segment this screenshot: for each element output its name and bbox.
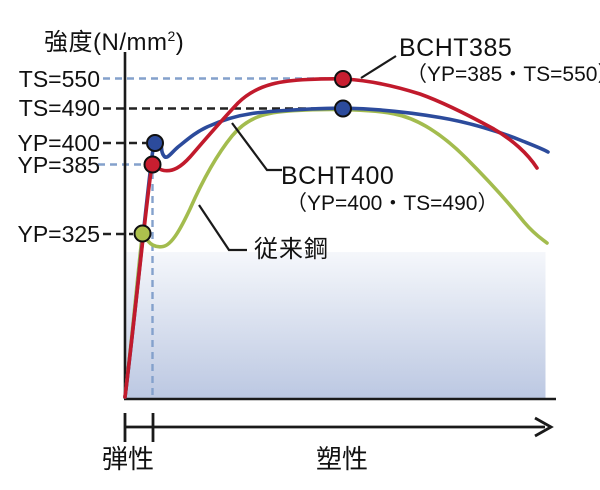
callout-bcht385	[360, 55, 397, 79]
tensile-strength-point-bcht385	[334, 70, 352, 88]
x-region-label-elastic: 弾性	[101, 444, 154, 474]
yield-point-bcht400	[146, 134, 164, 152]
y-axis-title-superscript: 2	[167, 28, 176, 44]
y-axis-title: 強度(N/mm2)	[44, 23, 184, 56]
series-spec-bcht385: （YP=385・TS=550）	[406, 63, 600, 86]
y-tick-yp385: YP=385	[17, 152, 101, 178]
y-tick-ts550: TS=550	[18, 66, 100, 92]
series-label-bcht400: BCHT400	[281, 162, 395, 190]
callout-conventional-steel	[198, 204, 247, 252]
series-label-bcht385: BCHT385	[399, 34, 513, 62]
y-tick-yp325: YP=325	[17, 221, 101, 247]
y-axis-title-close: )	[175, 29, 185, 56]
y-axis-title-text: 強度(N/mm	[44, 29, 168, 56]
series-spec-bcht400: （YP=400・TS=490）	[286, 192, 499, 215]
x-region-label-plastic: 塑性	[315, 444, 368, 474]
yield-point-conventional-steel	[133, 224, 152, 243]
x-region-arrowhead-icon	[534, 416, 554, 438]
series-label-conventional-steel: 従来鋼	[254, 236, 329, 263]
yield-point-bcht385	[143, 155, 162, 174]
y-tick-yp400: YP=400	[17, 130, 101, 156]
callout-bcht400	[231, 122, 282, 172]
tensile-strength-point-bcht400	[334, 99, 352, 118]
y-tick-ts490: TS=490	[18, 95, 100, 121]
plastic-region-fill	[126, 252, 546, 398]
